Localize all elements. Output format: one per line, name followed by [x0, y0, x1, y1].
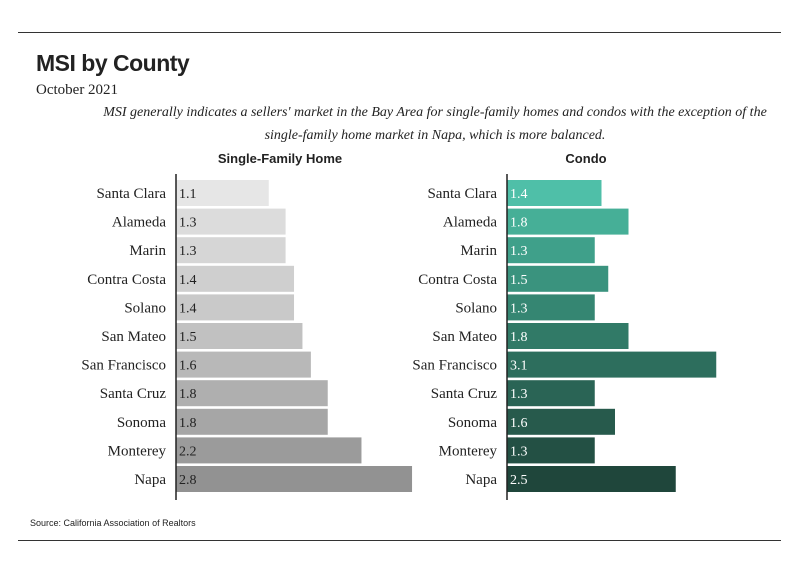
- bar-condo-santa-clara: [507, 180, 602, 206]
- source-note: Source: California Association of Realto…: [30, 518, 196, 528]
- bar-condo-monterey: [507, 437, 595, 464]
- category-label-condo-monterey: Monterey: [439, 443, 498, 459]
- category-label-condo-alameda: Alameda: [443, 215, 497, 231]
- category-label-condo-marin: Marin: [460, 243, 497, 259]
- panel-title-sfh: Single-Family Home: [218, 151, 342, 166]
- value-label-condo-santa-cruz: 1.3: [510, 387, 528, 402]
- chart-title: MSI by County: [36, 50, 190, 76]
- category-label-sfh-sonoma: Sonoma: [117, 415, 167, 431]
- bar-condo-san-mateo: [507, 323, 629, 349]
- category-label-sfh-contra-costa: Contra Costa: [87, 272, 166, 288]
- category-label-condo-san-francisco: San Francisco: [412, 358, 497, 374]
- bar-sfh-san-mateo: [176, 323, 303, 349]
- panel-sfh: Single-Family Home Santa Clara 1.1 Alameda 1…: [81, 151, 413, 500]
- category-label-sfh-san-francisco: San Francisco: [81, 358, 166, 374]
- category-label-condo-sonoma: Sonoma: [448, 415, 498, 431]
- bar-condo-alameda: [507, 208, 629, 235]
- bar-condo-contra-costa: [507, 265, 609, 292]
- value-label-sfh-santa-cruz: 1.8: [179, 387, 197, 402]
- bar-condo-solano: [507, 294, 595, 321]
- category-label-condo-santa-clara: Santa Clara: [427, 186, 497, 202]
- value-label-sfh-sonoma: 1.8: [179, 416, 197, 431]
- value-label-sfh-alameda: 1.3: [179, 216, 197, 231]
- value-label-sfh-san-francisco: 1.6: [179, 359, 197, 374]
- category-label-condo-solano: Solano: [455, 300, 497, 316]
- bar-condo-napa: [507, 466, 676, 492]
- panel-condo: Condo Santa Clara 1.4 Alameda 1.8 Marin 1.3 Con…: [412, 151, 717, 500]
- bar-sfh-contra-costa: [176, 265, 295, 292]
- bar-sfh-santa-cruz: [176, 380, 328, 407]
- category-label-condo-san-mateo: San Mateo: [432, 329, 497, 345]
- category-label-sfh-monterey: Monterey: [108, 443, 167, 459]
- category-label-sfh-santa-clara: Santa Clara: [96, 186, 166, 202]
- category-label-sfh-napa: Napa: [134, 472, 166, 488]
- bar-sfh-sonoma: [176, 408, 328, 435]
- value-label-condo-santa-clara: 1.4: [510, 187, 528, 202]
- chart-description: MSI generally indicates a sellers' marke…: [103, 105, 767, 143]
- category-label-condo-contra-costa: Contra Costa: [418, 272, 497, 288]
- top-rule: [18, 32, 781, 33]
- bar-condo-marin: [507, 237, 595, 264]
- bar-condo-sonoma: [507, 408, 615, 435]
- bar-sfh-san-francisco: [176, 351, 311, 378]
- category-label-sfh-alameda: Alameda: [112, 215, 166, 231]
- chart-subtitle: October 2021: [36, 82, 119, 98]
- bar-sfh-solano: [176, 294, 295, 321]
- bar-condo-santa-cruz: [507, 380, 595, 407]
- bar-sfh-marin: [176, 237, 286, 264]
- category-label-sfh-solano: Solano: [124, 300, 166, 316]
- value-label-sfh-solano: 1.4: [179, 301, 197, 316]
- bar-sfh-santa-clara: [176, 180, 269, 206]
- value-label-sfh-contra-costa: 1.4: [179, 273, 197, 288]
- value-label-condo-napa: 2.5: [510, 473, 528, 488]
- value-label-condo-san-mateo: 1.8: [510, 330, 528, 345]
- panel-title-condo: Condo: [565, 151, 606, 166]
- value-label-sfh-san-mateo: 1.5: [179, 330, 197, 345]
- category-label-sfh-san-mateo: San Mateo: [101, 329, 166, 345]
- category-label-condo-napa: Napa: [465, 472, 497, 488]
- bar-sfh-napa: [176, 466, 413, 492]
- value-label-sfh-monterey: 2.2: [179, 444, 197, 459]
- category-label-condo-santa-cruz: Santa Cruz: [431, 386, 498, 402]
- value-label-condo-sonoma: 1.6: [510, 416, 528, 431]
- category-label-sfh-santa-cruz: Santa Cruz: [100, 386, 167, 402]
- value-label-sfh-santa-clara: 1.1: [179, 187, 197, 202]
- value-label-condo-san-francisco: 3.1: [510, 359, 528, 374]
- value-label-condo-monterey: 1.3: [510, 444, 528, 459]
- bottom-rule: [18, 540, 781, 541]
- category-label-sfh-marin: Marin: [129, 243, 166, 259]
- bar-condo-san-francisco: [507, 351, 717, 378]
- value-label-sfh-napa: 2.8: [179, 473, 197, 488]
- bar-sfh-monterey: [176, 437, 362, 464]
- value-label-condo-contra-costa: 1.5: [510, 273, 528, 288]
- value-label-condo-alameda: 1.8: [510, 216, 528, 231]
- value-label-condo-solano: 1.3: [510, 301, 528, 316]
- value-label-sfh-marin: 1.3: [179, 244, 197, 259]
- value-label-condo-marin: 1.3: [510, 244, 528, 259]
- bar-sfh-alameda: [176, 208, 286, 235]
